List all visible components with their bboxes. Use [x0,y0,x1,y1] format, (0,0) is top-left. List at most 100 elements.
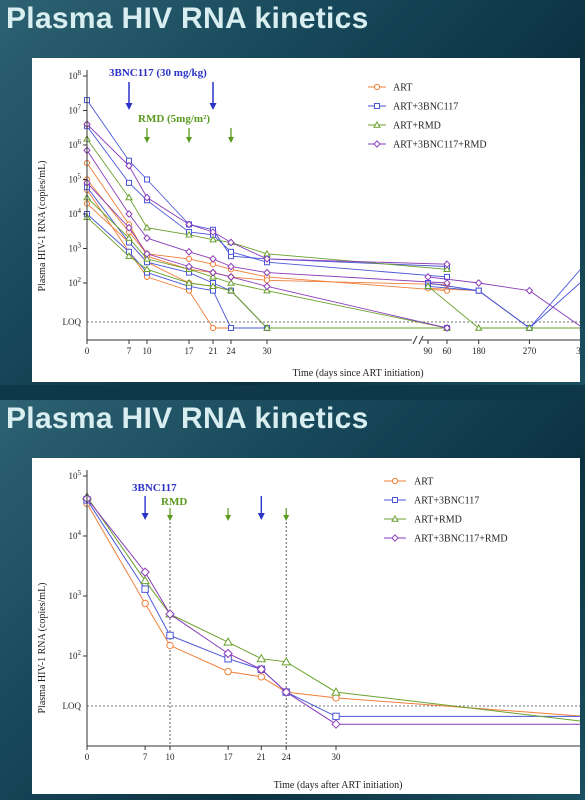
data-point [185,255,193,262]
data-point [228,325,234,331]
series-line [83,496,580,721]
data-point [143,265,151,272]
data-point [140,575,150,585]
x-tick-label: 7 [143,752,148,762]
chart-individual-kinetics: 108 107 106 105 104 103 102 LOQ 0 7 10 17 21 24 30 60 90… [37,67,580,379]
axis-break-mark [418,335,424,345]
antibody-dose-arrowhead [141,513,149,520]
data-point [185,278,193,286]
series-path [427,276,580,327]
data-point [166,641,174,650]
legend: ART ART+3BNC117 ART+RMD ART+3BNC117+RMD [368,83,487,151]
data-point [141,599,149,608]
data-point [223,648,233,659]
y-tick-label: 107 [69,104,82,116]
data-point [257,673,266,681]
rmd-annotation-label: RMD [161,496,187,508]
data-point [332,712,340,721]
data-point [228,248,234,255]
data-point [209,282,217,290]
data-point [443,260,451,269]
data-point [140,567,150,577]
x-tick-label: 10 [143,346,153,356]
data-point [209,268,217,277]
rmd-annotation-label: RMD (5mg/m²) [138,113,210,125]
slide-top: Plasma HIV RNA kinetics 108 107 106 105 104 1… [0,0,585,385]
data-point [209,254,217,263]
series-line [83,146,451,287]
x-tick-label: 0 [85,346,90,356]
y-tick-label: 102 [69,276,82,288]
y-tick-label: LOQ [63,701,82,711]
rmd-dose-arrowhead [167,515,173,521]
data-point [424,282,432,290]
data-point [227,272,235,281]
legend-label: ART [414,477,433,488]
series-line [83,178,451,332]
y-tick-label: 108 [69,69,82,81]
series-path [86,182,448,329]
data-point [165,609,175,619]
data-point [125,234,133,241]
data-point [209,235,217,243]
data-point [263,277,271,284]
series-line [83,134,580,331]
data-point [443,265,451,272]
series-line [83,193,451,331]
data-point [185,247,193,256]
legend-swatch-marker [373,140,381,148]
data-point [525,323,534,331]
data-point [223,637,233,646]
data-point [475,279,483,287]
data-point [256,653,267,663]
legend-swatch-marker [391,477,399,485]
series-path [86,150,448,284]
series-line [83,159,580,332]
series-line [83,120,580,329]
legend-swatch-marker [373,83,381,91]
x-tick-label: 21 [209,346,218,356]
rmd-dose-arrowhead [144,137,150,143]
y-tick-label: LOQ [63,317,82,327]
antibody-dose-arrowhead [209,103,217,110]
data-point [143,193,151,202]
data-point [475,287,482,294]
legend-swatch-marker [373,120,381,128]
x-tick-label: 24 [282,752,292,762]
data-point [331,687,341,696]
data-point [263,268,271,277]
data-point [263,323,271,331]
series-path [86,197,448,329]
x-tick-label: 180 [472,346,486,356]
data-point [144,176,150,183]
data-point [141,585,149,593]
data-point [331,719,341,729]
data-point [166,631,174,640]
legend-label: ART+3BNC117+RMD [414,534,508,545]
legend-swatch-marker [392,497,398,503]
legend-label: ART [393,83,412,94]
series-path [86,99,448,267]
y-tick-label: 104 [69,529,82,541]
legend-label: ART+RMD [414,515,462,526]
data-point [209,324,217,332]
data-point [263,254,271,263]
x-tick-label: 270 [523,346,537,356]
x-tick-label: 24 [227,346,237,356]
series-path [86,162,448,286]
legend-label: ART+3BNC117 [393,102,458,113]
data-point [185,230,193,238]
data-point [143,234,151,243]
series-path [427,285,580,329]
x-tick-label: 0 [85,752,90,762]
antibody-dose-arrowhead [257,513,265,520]
data-point [143,223,151,231]
x-tick-label: 30 [332,752,342,762]
data-point [125,161,133,170]
rmd-dose-arrowhead [228,137,234,143]
data-point [281,656,292,666]
data-point [443,279,451,287]
data-point [256,664,267,675]
series-path [86,213,447,329]
